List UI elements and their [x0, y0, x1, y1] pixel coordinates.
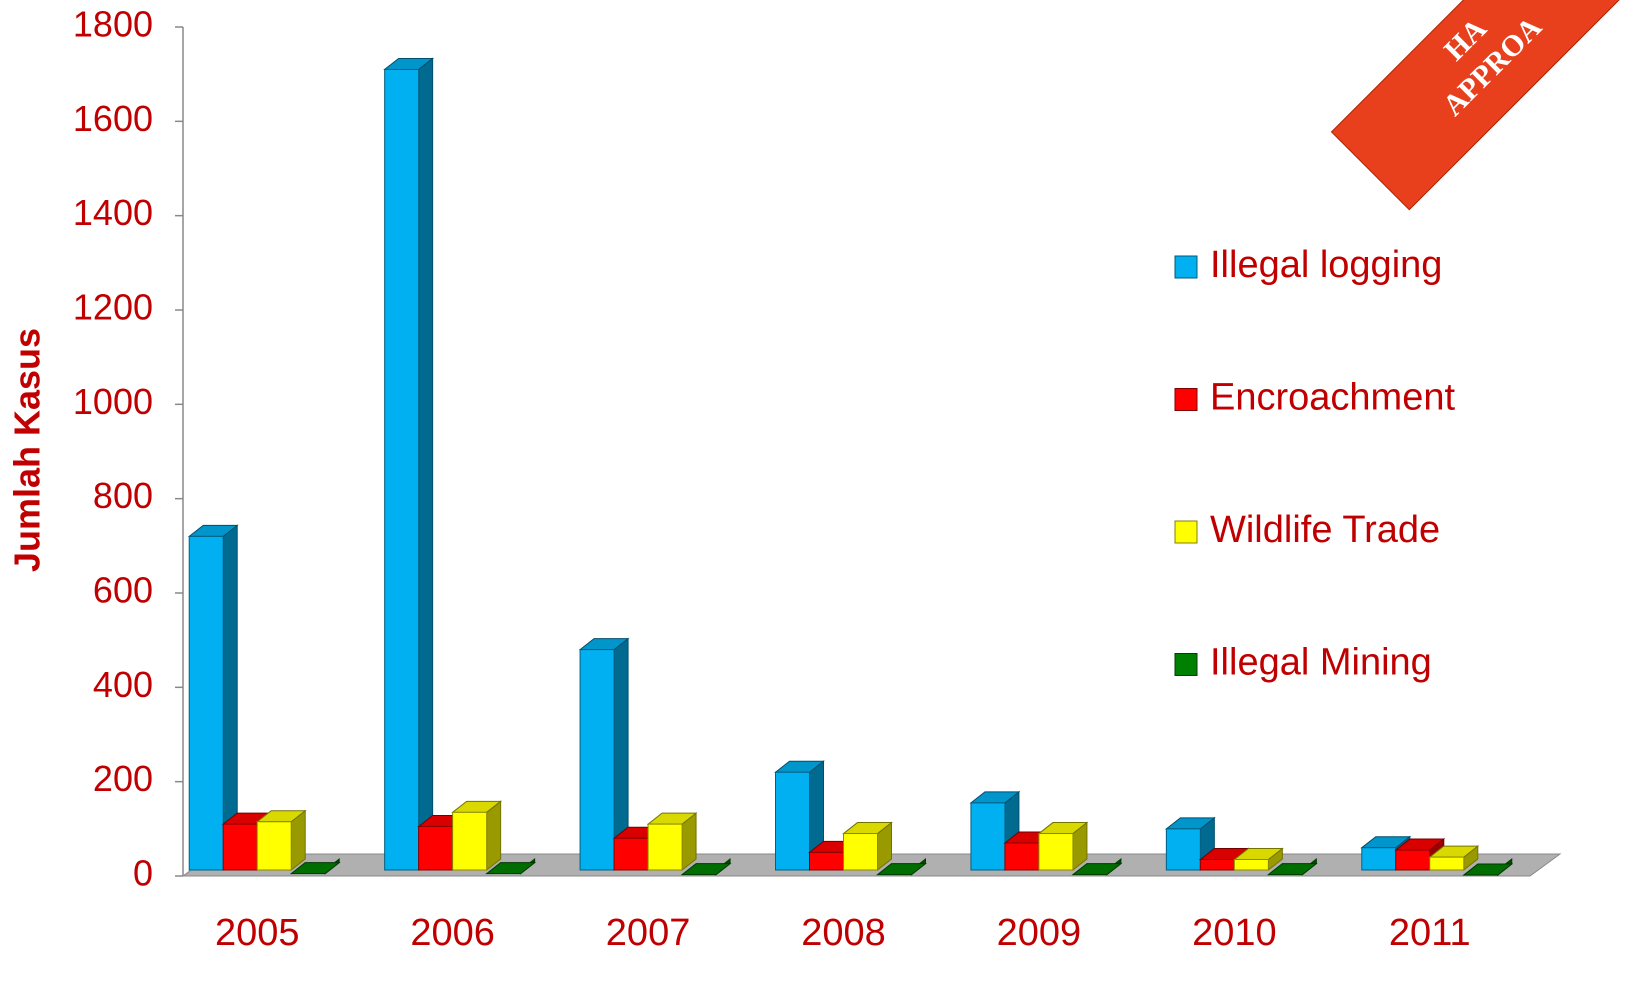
bar-front — [1165, 828, 1201, 871]
x-tick-label: 2010 — [1192, 912, 1277, 954]
bar-front — [843, 833, 878, 871]
legend-swatch — [1174, 388, 1198, 411]
y-tick-label: 600 — [93, 570, 153, 611]
legend-swatch — [1174, 255, 1198, 279]
bar-front — [1233, 858, 1269, 871]
bar-top — [876, 863, 927, 876]
x-tick-label: 2006 — [410, 912, 495, 954]
bar-front — [1361, 847, 1397, 871]
y-tick-label: 400 — [93, 664, 153, 705]
bar-top — [289, 862, 341, 875]
bar — [255, 809, 307, 872]
bar-front — [1004, 842, 1040, 871]
banner-ribbon — [1330, 0, 1633, 211]
bar — [1266, 857, 1318, 876]
y-tick-label: 800 — [93, 475, 153, 516]
banner: HA APPROA — [1330, 0, 1633, 211]
bar — [1462, 857, 1514, 877]
legend-swatch — [1174, 520, 1198, 544]
bar-front — [418, 825, 454, 871]
bar — [383, 57, 435, 872]
y-tick-label: 200 — [93, 758, 153, 799]
bar-side — [418, 57, 434, 872]
bar-front — [1199, 858, 1235, 871]
bar-front — [1038, 833, 1074, 871]
y-tick-label: 1000 — [73, 381, 153, 422]
bar-front — [384, 68, 420, 871]
bar-front — [613, 837, 649, 871]
bar-front — [188, 535, 224, 871]
bar — [680, 857, 732, 876]
x-tick-label: 2007 — [606, 912, 691, 954]
bar — [485, 857, 537, 875]
y-tick-label: 1400 — [73, 192, 153, 233]
bar — [578, 637, 630, 872]
bar — [289, 857, 341, 875]
bar — [1428, 845, 1480, 872]
bar-front — [775, 771, 810, 871]
bar-front — [579, 649, 615, 871]
bar — [876, 857, 927, 876]
y-tick-label: 0 — [133, 853, 153, 894]
y-tick-label: 1200 — [73, 287, 153, 328]
bar — [1071, 857, 1123, 876]
legend-label: Illegal logging — [1210, 244, 1442, 286]
x-tick-label: 2011 — [1389, 912, 1471, 954]
bar-top — [1266, 863, 1318, 876]
bar — [1232, 847, 1284, 872]
bar-top — [485, 862, 537, 875]
legend-label: Illegal Mining — [1210, 642, 1432, 684]
bar-front — [452, 811, 488, 871]
bar-front — [647, 823, 683, 871]
y-axis-label: Jumlah Kasus — [7, 328, 48, 572]
bar — [842, 821, 893, 872]
x-tick-label: 2009 — [997, 912, 1082, 954]
bar-front — [222, 823, 258, 871]
bar-front — [1395, 849, 1431, 871]
bar — [1037, 821, 1089, 872]
bar-top — [680, 863, 732, 876]
bar-top — [1462, 863, 1514, 876]
bar — [646, 812, 698, 872]
bar-side — [486, 800, 502, 872]
bar — [451, 800, 503, 872]
y-tick-label: 1600 — [73, 98, 153, 139]
legend-label: Wildlife Trade — [1210, 509, 1440, 551]
bar — [774, 760, 825, 872]
x-tick-label: 2008 — [801, 912, 886, 954]
bar-front — [970, 802, 1006, 871]
bar-front — [256, 821, 292, 871]
bar-top — [1071, 863, 1123, 876]
x-tick-label: 2005 — [215, 912, 300, 954]
legend-label: Encroachment — [1210, 377, 1455, 419]
bar-front — [1429, 856, 1465, 871]
legend-swatch — [1174, 653, 1198, 676]
y-tick-label: 1800 — [73, 4, 153, 45]
bar-front — [809, 851, 844, 871]
bar — [187, 524, 239, 872]
